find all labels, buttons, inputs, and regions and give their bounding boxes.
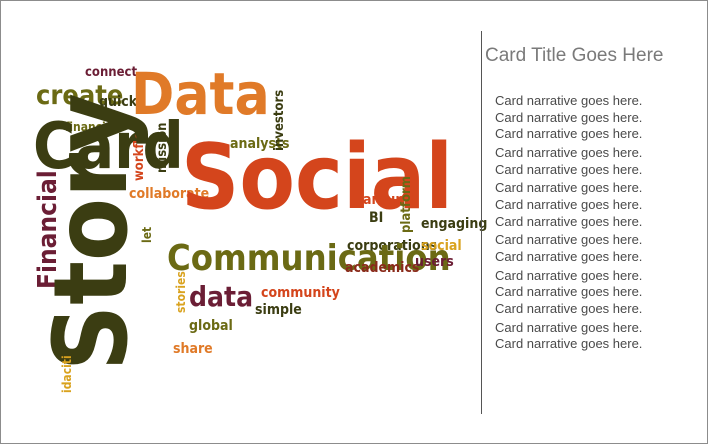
narrative-line: Card narrative goes here. <box>495 126 643 141</box>
word-platform: platform <box>399 176 414 233</box>
narrative-line: Card narrative goes here. <box>495 180 643 195</box>
narrative-line: Card narrative goes here. <box>495 214 643 229</box>
narrative-line: Card narrative goes here. <box>495 162 643 177</box>
word-analysts: analysts <box>230 136 290 152</box>
word-simple: simple <box>255 302 302 318</box>
word-card: Card <box>33 110 184 184</box>
word-around: around <box>363 192 414 208</box>
word-let: let <box>140 226 154 243</box>
word-academics: academics <box>345 260 420 276</box>
word-story: Story <box>32 92 151 371</box>
vertical-divider <box>481 31 482 414</box>
narrative-line: Card narrative goes here. <box>495 336 643 351</box>
narrative-line: Card narrative goes here. <box>495 145 643 160</box>
word-stories: stories <box>174 271 188 313</box>
word-connect: connect <box>85 65 138 80</box>
narrative-line: Card narrative goes here. <box>495 110 643 125</box>
word-cloud: connect create quick Data financial Card… <box>19 53 487 403</box>
narrative-line: Card narrative goes here. <box>495 320 643 335</box>
word-engaging: engaging <box>421 216 488 232</box>
word-share: share <box>173 341 213 357</box>
word-data-large: Data <box>131 60 270 128</box>
word-create: create <box>36 80 124 111</box>
word-communication: Communication <box>167 238 451 279</box>
word-idaciti: idaciti <box>60 355 74 393</box>
narrative-line: Card narrative goes here. <box>495 249 643 264</box>
narrative-line: Card narrative goes here. <box>495 93 643 108</box>
narrative-line: Card narrative goes here. <box>495 284 643 299</box>
word-data-small: data <box>189 280 254 313</box>
narrative-line: Card narrative goes here. <box>495 232 643 247</box>
narrative-line: Card narrative goes here. <box>495 197 643 212</box>
word-corporations: corporations <box>347 238 438 254</box>
word-users: users <box>415 254 454 270</box>
word-community: community <box>261 285 340 301</box>
card-title: Card Title Goes Here <box>485 45 664 66</box>
word-quick: quick <box>99 94 138 110</box>
narrative-line: Card narrative goes here. <box>495 301 643 316</box>
word-global: global <box>189 318 233 334</box>
word-collaborate: collaborate <box>129 186 210 202</box>
word-mission: mission <box>155 122 170 174</box>
word-bi: BI <box>369 210 384 226</box>
word-social-large: Social <box>181 125 454 230</box>
word-financial-small: financial <box>65 120 117 134</box>
word-social-small: social <box>421 238 462 254</box>
narrative-line: Card narrative goes here. <box>495 268 643 283</box>
